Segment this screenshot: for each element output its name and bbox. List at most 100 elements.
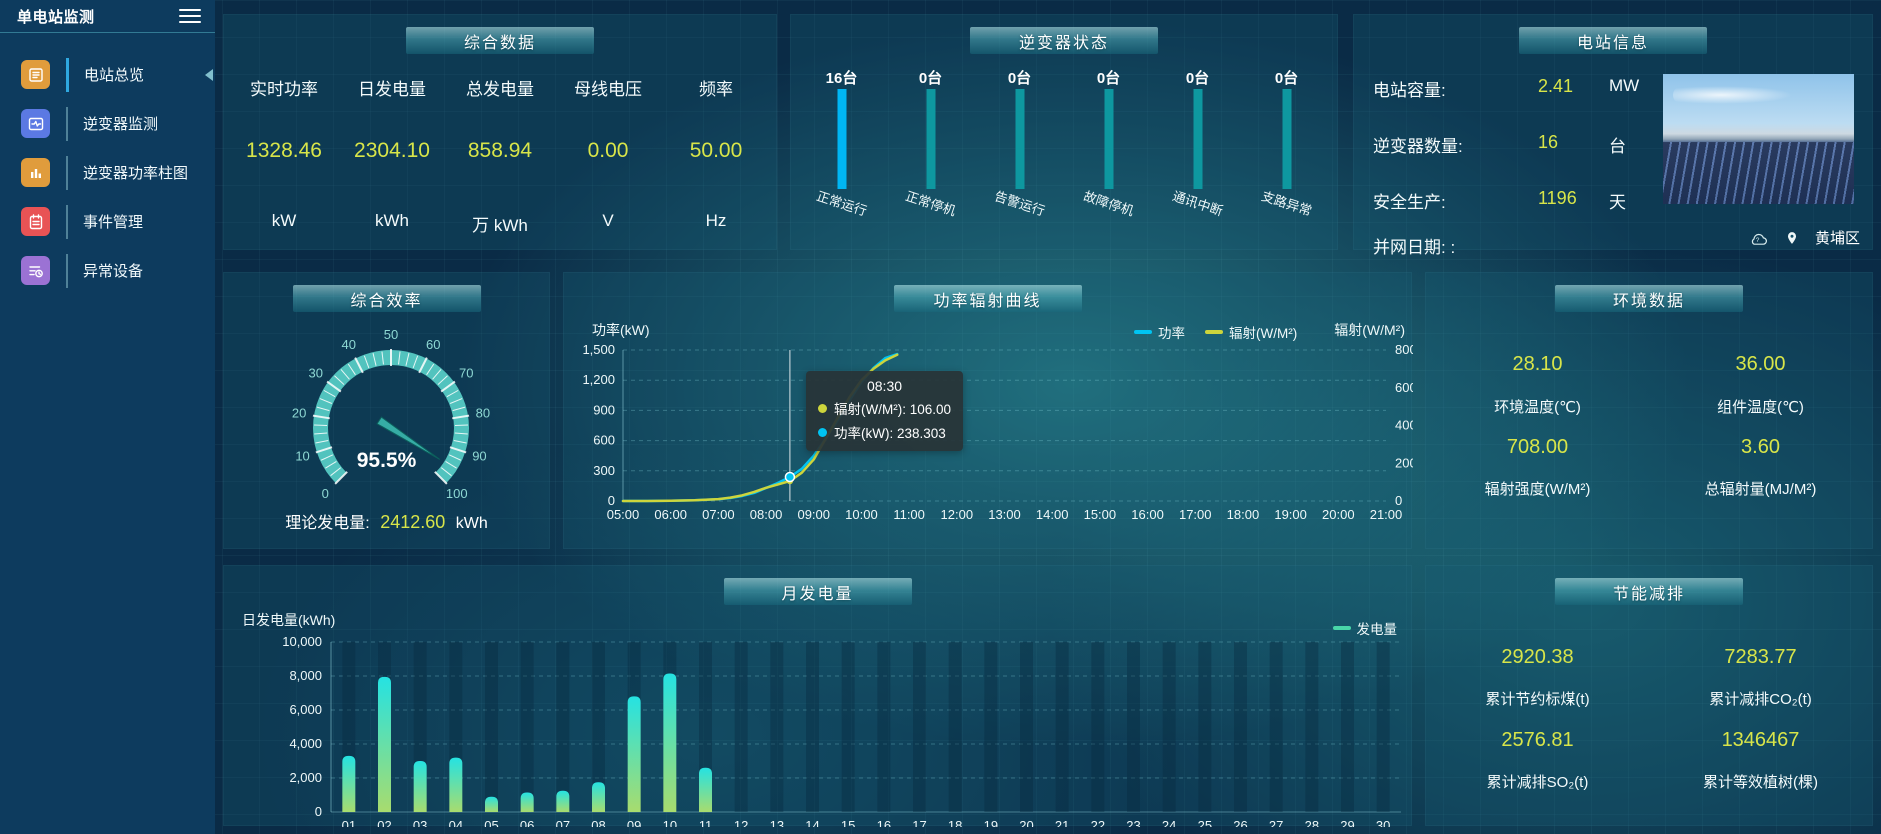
svg-text:20: 20: [292, 405, 306, 420]
svg-text:21: 21: [1055, 818, 1069, 827]
stat-value: 1346467: [1721, 729, 1800, 751]
grid-date-label: 并网日期: :: [1373, 238, 1456, 257]
info-unit: 台: [1609, 137, 1626, 156]
panel-efficiency: 综合效率 0 10 20 30 40 50 60 70 80 90 100 95.5% 理论发电量:…: [223, 272, 550, 549]
svg-text:0: 0: [1395, 493, 1402, 508]
info-value: 1196: [1538, 188, 1577, 208]
legend-item-generation[interactable]: 发电量: [1332, 618, 1397, 638]
legend-item-power[interactable]: 功率: [1134, 322, 1185, 342]
svg-text:11: 11: [699, 818, 713, 827]
stat-value: 3.60: [1741, 436, 1780, 458]
metric-unit: V: [602, 211, 614, 230]
svg-text:14:00: 14:00: [1036, 507, 1069, 522]
svg-text:90: 90: [472, 449, 486, 464]
svg-text:15:00: 15:00: [1084, 507, 1117, 522]
menu-toggle-icon[interactable]: [179, 8, 201, 24]
district-label: 黄埔区: [1814, 230, 1860, 247]
svg-text:23: 23: [1126, 818, 1140, 827]
chart-tooltip: 08:30 辐射(W/M²): 106.00 功率(kW): 238.303: [806, 371, 964, 451]
svg-text:05:00: 05:00: [607, 507, 640, 522]
status-bar: [1193, 89, 1202, 189]
panel-monthly-generation: 月发电量 日发电量(kWh) 发电量 0 2,000 4,000 6,000 8,000…: [223, 565, 1412, 827]
tooltip-series-dot: [818, 427, 827, 437]
power-bars-icon: [21, 158, 50, 187]
metric-value: 858.94: [467, 139, 533, 162]
legend-item-radiation[interactable]: 辐射(W/M²): [1205, 322, 1297, 342]
sidebar-item-label: 逆变器监测: [83, 116, 159, 133]
svg-text:4,000: 4,000: [289, 736, 322, 751]
svg-text:06:00: 06:00: [654, 507, 687, 522]
sidebar-menu: 电站总览逆变器监测逆变器功率柱图事件管理异常设备: [0, 50, 215, 295]
stat-label: 组件温度(℃): [1717, 399, 1804, 416]
tooltip-series-dot: [818, 403, 827, 413]
svg-text:80: 80: [476, 405, 490, 420]
metric-value: 1328.46: [246, 139, 322, 162]
stat-label: 辐射强度(W/M²): [1484, 481, 1591, 498]
metric-value: 2304.10: [354, 139, 430, 162]
svg-text:20:00: 20:00: [1322, 507, 1355, 522]
sidebar-item-5[interactable]: 异常设备: [0, 246, 215, 295]
panel-title: 综合数据: [406, 27, 594, 54]
tooltip-row: 功率(kW): 238.303: [818, 422, 951, 442]
svg-text:06: 06: [520, 818, 534, 827]
location-pin-icon[interactable]: [1785, 229, 1799, 247]
metric-label: 母线电压: [574, 80, 642, 99]
svg-text:04: 04: [449, 818, 463, 827]
inverter-status-column: 0台 正常停机: [886, 55, 975, 249]
stat-value: 2920.38: [1501, 646, 1574, 668]
status-count: 0台: [1096, 70, 1121, 87]
sidebar-item-label: 电站总览: [84, 67, 145, 84]
svg-text:2,000: 2,000: [289, 770, 322, 785]
status-count: 0台: [1007, 70, 1032, 87]
energy-saving-grid: 2920.38 累计节约标煤(t) 7283.77 累计减排CO₂(t) 2576.81…: [1426, 566, 1872, 825]
sidebar-item-label: 逆变器功率柱图: [83, 165, 189, 182]
inverter-status-column: 0台 故障停机: [1064, 55, 1153, 249]
inverter-status-column: 0台 通讯中断: [1153, 55, 1242, 249]
inverter-monitor-icon: [21, 109, 50, 138]
sidebar-item-label-wrap: 电站总览: [66, 57, 145, 92]
svg-text:02: 02: [377, 818, 391, 827]
status-label: 正常运行: [814, 188, 869, 219]
metric-label: 日发电量: [358, 80, 426, 99]
svg-text:07: 07: [556, 818, 570, 827]
sidebar-item-1[interactable]: 电站总览: [0, 50, 215, 99]
event-management-icon: [21, 207, 50, 236]
svg-text:100: 100: [446, 486, 468, 501]
status-label: 通讯中断: [1170, 188, 1225, 219]
stat-value: 28.10: [1512, 353, 1563, 375]
svg-text:10:00: 10:00: [845, 507, 878, 522]
stat-label: 环境温度(℃): [1494, 399, 1581, 416]
theoretical-generation-unit: kWh: [455, 515, 488, 532]
sidebar-item-4[interactable]: 事件管理: [0, 197, 215, 246]
metric-value: 50.00: [689, 139, 743, 162]
svg-text:18:00: 18:00: [1227, 507, 1260, 522]
tooltip-text: 功率(kW): 238.303: [834, 426, 946, 441]
svg-text:26: 26: [1233, 818, 1247, 827]
svg-text:10: 10: [663, 818, 677, 827]
sidebar-item-label-wrap: 事件管理: [66, 204, 143, 239]
stat-value: 7283.77: [1724, 646, 1797, 668]
info-label: 安全生产:: [1373, 193, 1446, 212]
status-bar: [926, 89, 935, 189]
svg-text:0: 0: [322, 486, 329, 501]
svg-text:?: ?: [1756, 236, 1760, 243]
metric-unit: kW: [271, 211, 297, 230]
panel-title: 环境数据: [1555, 285, 1743, 312]
metric-column: 频率 50.00 Hz: [662, 67, 770, 241]
svg-text:21:00: 21:00: [1370, 507, 1403, 522]
status-bar: [1282, 89, 1291, 189]
sidebar-item-3[interactable]: 逆变器功率柱图: [0, 148, 215, 197]
stat-label: 累计节约标煤(t): [1485, 691, 1590, 708]
sidebar-item-2[interactable]: 逆变器监测: [0, 99, 215, 148]
panel-station-info: 电站信息 电站容量: 2.41 MW 逆变器数量: 16 台安全生产: 1196 天 并网日期…: [1353, 14, 1873, 257]
station-info-row: 逆变器数量: 16 台: [1373, 132, 1693, 157]
weather-cloud-icon[interactable]: ?: [1747, 229, 1769, 247]
environment-grid: 28.10 环境温度(℃) 36.00 组件温度(℃) 708.00 辐射强度(W/M²)…: [1426, 273, 1872, 548]
inverter-status-column: 0台 支路异常: [1242, 55, 1331, 249]
efficiency-value: 95.5%: [356, 449, 417, 472]
metric-column: 总发电量 858.94 万 kWh: [446, 67, 554, 241]
stat-label: 累计等效植树(棵): [1703, 774, 1818, 791]
inverter-status-column: 16台正常运行: [797, 55, 886, 249]
status-count: 16台: [825, 70, 858, 87]
panel-title: 月发电量: [723, 578, 912, 605]
